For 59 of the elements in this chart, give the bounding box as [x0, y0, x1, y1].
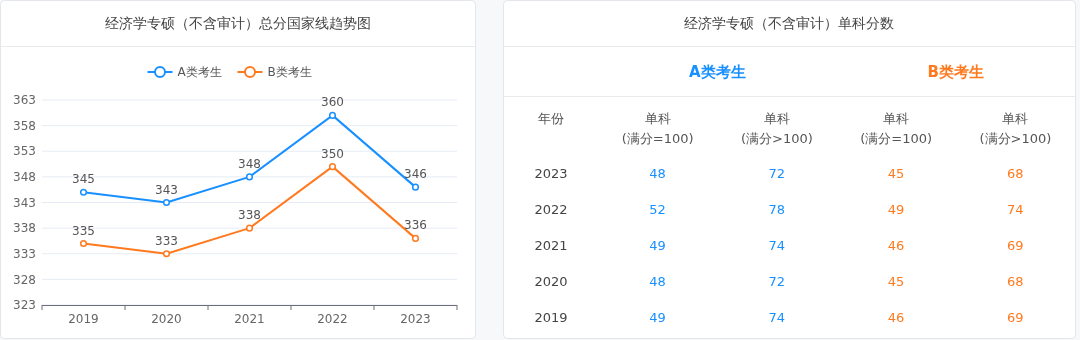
- text: A类考生: [688, 63, 746, 81]
- data-label: 346: [404, 167, 427, 182]
- y-tick-label: 2020: [534, 274, 568, 289]
- data-label: 74: [1007, 202, 1024, 217]
- data-label: 336: [404, 218, 427, 233]
- y-tick-label: 328: [13, 272, 36, 287]
- y-tick-label: 363: [13, 93, 36, 108]
- data-label: 49: [649, 310, 666, 325]
- data-label: 45: [887, 274, 905, 289]
- data-label: 46: [887, 310, 905, 325]
- data-label: 69: [1007, 310, 1024, 325]
- x-tick-label: 2023: [400, 312, 431, 326]
- data-label: 78: [768, 202, 786, 217]
- data-label: 72: [768, 166, 786, 181]
- y-tick-label: 2021: [534, 238, 568, 253]
- x-tick-label: 2022: [317, 312, 348, 326]
- data-label: 338: [238, 208, 261, 223]
- x-tick-label: 单科(满分=100): [860, 111, 933, 146]
- y-tick-label: 2022: [534, 202, 568, 217]
- y-tick-label: 358: [13, 118, 36, 133]
- data-label: 360: [321, 95, 344, 110]
- data-label: 74: [768, 238, 786, 253]
- y-tick-label: 353: [13, 144, 36, 159]
- x-tick-label: 单科(满分>100): [979, 111, 1052, 146]
- data-label: 45: [887, 166, 905, 181]
- legend-label: A类考生: [177, 65, 222, 80]
- data-label: 68: [1007, 166, 1024, 181]
- data-label: 49: [887, 202, 905, 217]
- x-tick-label: 2021: [234, 312, 265, 326]
- y-tick-label: 333: [13, 246, 36, 261]
- y-tick-label: 323: [13, 298, 36, 313]
- data-label: 348: [238, 156, 261, 171]
- data-label: 49: [649, 238, 666, 253]
- x-tick-label: 单科(满分=100): [621, 111, 694, 146]
- data-label: 69: [1007, 238, 1024, 253]
- y-tick-label: 348: [13, 170, 36, 185]
- data-label: 46: [887, 238, 905, 253]
- data-label: 74: [768, 310, 786, 325]
- y-tick-label: 338: [13, 221, 36, 236]
- data-label: 345: [72, 172, 95, 187]
- x-tick-label: 2019: [68, 312, 99, 326]
- data-label: 333: [155, 233, 178, 248]
- y-tick-label: 343: [13, 195, 36, 210]
- y-axis-title: 年份: [538, 111, 564, 126]
- data-label: 72: [768, 274, 786, 289]
- text: B类考生: [927, 63, 984, 81]
- chart-title: 经济学专硕（不含审计）单科分数: [684, 15, 894, 31]
- data-label: 52: [649, 202, 666, 217]
- data-label: 335: [72, 223, 95, 238]
- y-tick-label: 2023: [534, 166, 568, 181]
- data-label: 68: [1007, 274, 1024, 289]
- data-label: 48: [649, 274, 666, 289]
- chart-title: 经济学专硕（不含审计）总分国家线趋势图: [104, 15, 371, 31]
- x-tick-label: 单科(满分>100): [740, 111, 813, 146]
- x-tick-label: 2020: [151, 312, 182, 326]
- data-label: 350: [321, 146, 344, 161]
- data-label: 48: [649, 166, 666, 181]
- legend-label: B类考生: [267, 65, 312, 80]
- data-label: 343: [155, 182, 178, 197]
